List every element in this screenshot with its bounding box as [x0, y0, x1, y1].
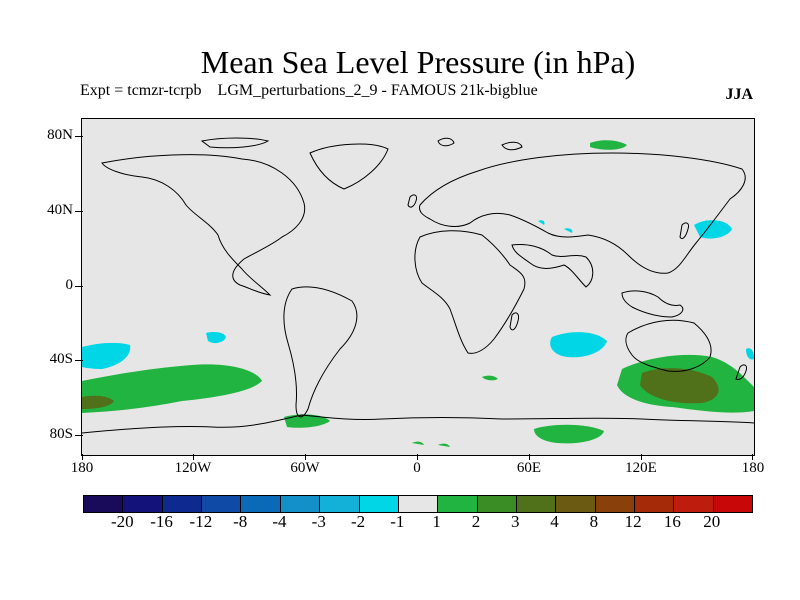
- coast-svalbard: [437, 137, 455, 147]
- colorbar-swatch: [595, 496, 636, 512]
- lat-label-40s: 40S: [49, 351, 73, 367]
- colorbar-swatch: [477, 496, 517, 512]
- lon-label-120w: 120W: [174, 460, 212, 476]
- coast-novaya-zemlya: [501, 141, 523, 151]
- colorbar-swatch: [202, 496, 242, 512]
- coast-eurasia: [419, 152, 746, 274]
- colorbar-swatch: [674, 496, 714, 512]
- anomaly-nw-pacific-cyan: [694, 220, 732, 239]
- lat-tick-40s: [75, 360, 83, 361]
- colorbar-label: 16: [663, 512, 681, 531]
- anomaly-fields: [82, 140, 754, 447]
- map-panel: [81, 118, 755, 456]
- colorbar-swatch: [162, 496, 203, 512]
- lon-tick-180w: [82, 454, 83, 460]
- colorbar-label: -20: [110, 512, 134, 531]
- anomaly-small-cyan-2: [564, 228, 573, 233]
- anomaly-southern-indian-green: [534, 424, 604, 444]
- anomaly-drake-green: [284, 414, 330, 428]
- plot-title: Mean Sea Level Pressure (in hPa): [200, 44, 636, 80]
- colorbar-swatch: [438, 496, 478, 512]
- lat-tick-40n: [75, 211, 83, 212]
- colorbar-swatch: [635, 496, 675, 512]
- lon-tick-180e: [752, 454, 753, 460]
- lon-label-120e: 120E: [625, 460, 657, 476]
- anomaly-small-green-2: [438, 443, 450, 447]
- colorbar-swatch: [359, 496, 399, 512]
- coast-madagascar: [509, 312, 519, 331]
- colorbar-label: 3: [510, 512, 520, 531]
- lat-label-40n: 40N: [47, 202, 73, 218]
- lat-tick-80n: [75, 136, 83, 137]
- anomaly-south-pacific-band: [82, 364, 262, 413]
- colorbar-label: 8: [589, 512, 599, 531]
- lon-tick-60w: [305, 454, 306, 460]
- lon-tick-120w: [193, 454, 194, 460]
- coast-new-zealand: [735, 364, 747, 380]
- colorbar-label: -4: [272, 512, 287, 531]
- season-label: JJA: [725, 86, 753, 103]
- colorbar-label: -8: [233, 512, 248, 531]
- colorbar-label: 20: [703, 512, 721, 531]
- colorbar-swatch: [241, 496, 281, 512]
- lon-label-0: 0: [413, 460, 421, 476]
- anomaly-small-cyan-1: [538, 220, 545, 225]
- coast-greenland: [309, 143, 389, 190]
- experiment-subtitle: Expt = tcmzr-tcrpb LGM_perturbations_2_9…: [80, 82, 538, 99]
- coast-north-america: [101, 154, 306, 296]
- colorbar-swatch: [398, 496, 439, 512]
- lon-tick-0: [417, 454, 418, 460]
- colorbar-label: 1: [432, 512, 441, 531]
- colorbar-label: -1: [390, 512, 405, 531]
- anomaly-arctic-green: [590, 140, 627, 150]
- colorbar-swatch: [320, 496, 360, 512]
- coast-uk: [407, 194, 417, 208]
- anomaly-south-pacific-core: [82, 395, 114, 409]
- lon-label-60w: 60W: [290, 460, 320, 476]
- colorbar: [83, 495, 753, 513]
- lat-label-80n: 80N: [47, 127, 73, 143]
- lat-label-0: 0: [65, 277, 74, 293]
- anomaly-small-green-3: [412, 441, 424, 445]
- anomaly-atlantic-cyan: [206, 332, 226, 344]
- anomaly-indian-cyan: [550, 332, 607, 358]
- colorbar-swatch: [556, 496, 596, 512]
- colorbar-swatch: [280, 496, 321, 512]
- lon-label-60e: 60E: [516, 460, 542, 476]
- lon-label-180e: 180: [741, 460, 765, 476]
- anomaly-australia-core: [640, 368, 719, 404]
- lat-tick-80s: [75, 435, 83, 436]
- colorbar-label: -16: [150, 512, 173, 531]
- colorbar-swatch: [713, 496, 753, 512]
- coast-japan: [679, 222, 689, 240]
- map-svg: [82, 137, 754, 447]
- coast-arabia-india: [511, 244, 594, 288]
- coast-south-america: [283, 286, 358, 418]
- lat-tick-0: [75, 286, 83, 287]
- colorbar-label: 2: [471, 512, 481, 531]
- colorbar-label: 12: [624, 512, 642, 531]
- colorbar-label: 4: [550, 512, 559, 531]
- coast-antarctica: [82, 414, 754, 434]
- colorbar-swatch: [84, 496, 124, 512]
- colorbar-label: -12: [189, 512, 213, 531]
- coast-arctic-islands: [200, 137, 270, 149]
- coast-se-asia-islands: [621, 290, 684, 318]
- colorbar-swatch: [123, 496, 163, 512]
- lat-label-80s: 80S: [49, 426, 73, 442]
- coastlines: [82, 137, 754, 434]
- lon-label-180w: 180: [70, 460, 94, 476]
- anomaly-small-green-1: [482, 375, 498, 381]
- colorbar-label: -2: [350, 512, 366, 531]
- coast-australia: [625, 319, 712, 372]
- colorbar-label: -3: [311, 512, 326, 531]
- lon-tick-60e: [529, 454, 530, 460]
- anomaly-small-cyan-3: [746, 348, 754, 360]
- lon-tick-120e: [641, 454, 642, 460]
- anomaly-sw-pacific-cyan: [82, 342, 131, 369]
- colorbar-swatch: [516, 496, 557, 512]
- coast-africa: [414, 230, 526, 354]
